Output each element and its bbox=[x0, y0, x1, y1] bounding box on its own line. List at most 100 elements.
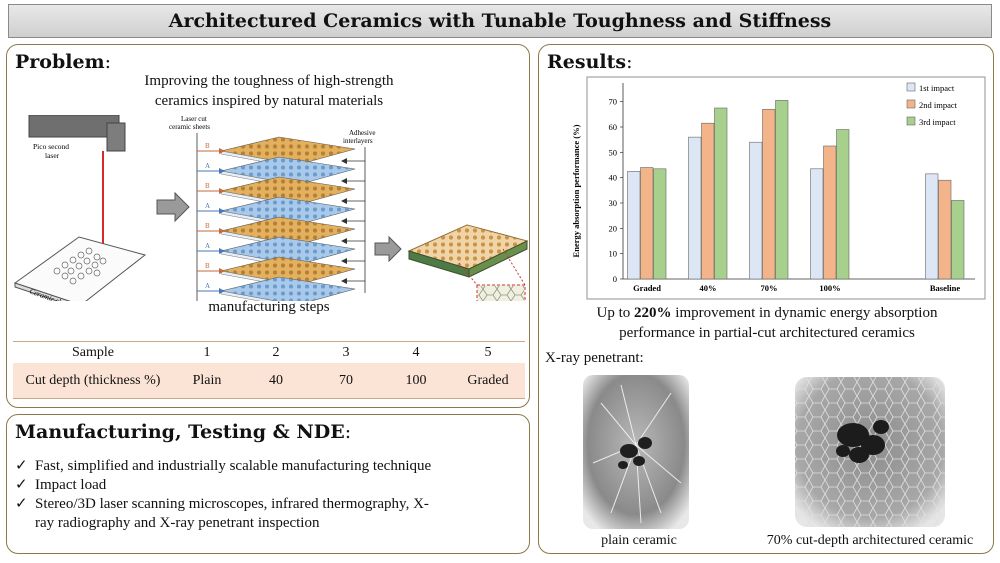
cut-depth-row-header: Cut depth (thickness %) bbox=[25, 372, 161, 388]
layer-letter: B bbox=[205, 182, 210, 190]
list-item-continued: ray radiography and X-ray penetrant insp… bbox=[35, 515, 320, 531]
bar bbox=[627, 171, 641, 280]
list-item: ✓ Stereo/3D laser scanning microscopes, i… bbox=[15, 496, 429, 512]
sample-table: Sample 1 2 3 4 5 Cut depth (thickness %)… bbox=[13, 341, 525, 399]
arrow-right-icon-2 bbox=[374, 235, 402, 263]
cut-depth-cell: 40 bbox=[269, 372, 283, 388]
legend-swatch bbox=[906, 99, 916, 109]
x-tick-label: 100% bbox=[819, 283, 840, 293]
bar bbox=[714, 107, 728, 280]
x-tick-label: 40% bbox=[700, 283, 717, 293]
ceramic-layer: B bbox=[197, 136, 365, 169]
cut-depth-cell: 70 bbox=[339, 372, 353, 388]
problem-heading: Problem: bbox=[15, 51, 112, 73]
bar bbox=[775, 100, 789, 280]
sample-cell: 4 bbox=[412, 344, 420, 360]
layer-letter: A bbox=[205, 162, 210, 170]
laser-icon bbox=[28, 115, 126, 265]
problem-description-line2: ceramics inspired by natural materials bbox=[154, 93, 384, 109]
chart-y-axis-label: Energy absorption performance (%) bbox=[571, 124, 581, 257]
check-icon: ✓ bbox=[15, 477, 28, 493]
x-tick-label: Graded bbox=[633, 283, 661, 293]
bar bbox=[925, 173, 939, 280]
legend-swatch bbox=[906, 116, 916, 126]
y-tick-label: 0 bbox=[613, 274, 617, 284]
sample-row-header: Sample bbox=[72, 344, 114, 360]
energy-absorption-chart: Energy absorption performance (%) 0 10 20 3… bbox=[571, 76, 986, 300]
bar bbox=[762, 108, 776, 280]
cut-depth-cell: Graded bbox=[467, 372, 509, 388]
list-item: ✓ Fast, simplified and industrially scala… bbox=[15, 458, 432, 474]
manufacturing-steps-caption: manufacturing steps bbox=[208, 299, 330, 315]
cut-depth-cell: Plain bbox=[192, 372, 222, 388]
results-caption-line2: performance in partial-cut architectured… bbox=[619, 325, 915, 341]
x-tick-label: Baseline bbox=[930, 283, 960, 293]
results-panel: Results: Energy absorption performance (… bbox=[538, 44, 994, 554]
poster-title: Architectured Ceramics with Tunable Toug… bbox=[8, 4, 992, 38]
y-tick-label: 20 bbox=[609, 223, 618, 233]
cut-depth-cell: 100 bbox=[405, 372, 427, 388]
y-tick-label: 60 bbox=[609, 122, 618, 132]
bar bbox=[749, 141, 763, 280]
results-caption: Up to 220% improvement in dynamic energy… bbox=[539, 303, 995, 343]
xray-caption-architectured: 70% cut-depth architectured ceramic bbox=[766, 533, 974, 548]
y-tick-label: 40 bbox=[609, 173, 618, 183]
xray-architectured-ceramic-image bbox=[795, 377, 945, 527]
manufacturing-panel: Manufacturing, Testing & NDE: ✓ Fast, sim… bbox=[6, 414, 530, 554]
bar bbox=[951, 200, 965, 280]
y-tick-label: 10 bbox=[609, 249, 618, 259]
arrow-right-icon bbox=[156, 191, 190, 223]
sample-cell: 5 bbox=[484, 344, 492, 360]
layer-letter: B bbox=[205, 222, 210, 230]
manufacturing-bullet-list: ✓ Fast, simplified and industrially scala… bbox=[15, 457, 525, 533]
laminated-layers-stack: B A B A B A B A bbox=[197, 136, 365, 301]
assembled-plate-icon bbox=[407, 224, 529, 301]
bar bbox=[938, 179, 952, 280]
manufacturing-heading: Manufacturing, Testing & NDE: bbox=[15, 421, 352, 443]
layer-letter: A bbox=[205, 202, 210, 210]
cut-sheets-label-line2: ceramic sheets bbox=[169, 123, 210, 131]
xray-plain-ceramic-image bbox=[583, 375, 689, 529]
check-icon: ✓ bbox=[15, 458, 28, 474]
bar bbox=[640, 167, 654, 280]
check-icon: ✓ bbox=[15, 496, 28, 512]
problem-description: Improving the toughness of high-strength… bbox=[7, 71, 531, 111]
layer-letter: A bbox=[205, 282, 210, 290]
legend-entry: 2nd impact bbox=[919, 100, 958, 110]
ceramic-layer: B bbox=[197, 256, 365, 289]
y-tick-label: 70 bbox=[609, 97, 618, 107]
layer-letter: A bbox=[205, 242, 210, 250]
problem-panel: Problem: Improving the toughness of high… bbox=[6, 44, 530, 408]
legend-entry: 1st impact bbox=[919, 83, 955, 93]
ceramic-sheet-icon bbox=[13, 236, 147, 301]
sample-cell: 1 bbox=[203, 344, 211, 360]
sample-row: Sample 1 2 3 4 5 bbox=[13, 341, 525, 363]
bar bbox=[836, 129, 850, 280]
list-item: ✓ Impact load bbox=[15, 477, 107, 493]
ceramic-layer: A bbox=[197, 156, 365, 189]
legend-entry: 3rd impact bbox=[919, 117, 956, 127]
x-tick-label: 70% bbox=[761, 283, 778, 293]
ceramic-layer: A bbox=[197, 276, 356, 301]
cut-sheets-label-line1: Laser cut bbox=[181, 115, 207, 123]
ceramic-layer: B bbox=[197, 216, 365, 249]
y-tick-label: 50 bbox=[609, 147, 618, 157]
y-tick-label: 30 bbox=[609, 198, 618, 208]
layer-letter: B bbox=[205, 142, 210, 150]
manufacturing-diagram: Pico second laser Ceramic sheet Laser cu… bbox=[13, 115, 529, 301]
laser-label-line2: laser bbox=[45, 151, 60, 160]
cut-depth-row: Cut depth (thickness %) Plain 40 70 100 … bbox=[13, 363, 525, 399]
bar bbox=[701, 122, 715, 280]
sample-cell: 2 bbox=[272, 344, 280, 360]
xray-caption-plain: plain ceramic bbox=[601, 533, 677, 548]
bar bbox=[810, 168, 824, 280]
adhesive-label-line2: interlayers bbox=[343, 137, 373, 145]
layer-letter: B bbox=[205, 262, 210, 270]
sample-cell: 3 bbox=[342, 344, 350, 360]
bar bbox=[653, 168, 667, 280]
results-heading: Results: bbox=[547, 51, 633, 73]
laser-label-line1: Pico second bbox=[33, 142, 69, 151]
xray-label: X-ray penetrant: bbox=[545, 350, 644, 366]
legend-swatch bbox=[906, 82, 916, 92]
problem-description-line1: Improving the toughness of high-strength bbox=[144, 73, 394, 89]
